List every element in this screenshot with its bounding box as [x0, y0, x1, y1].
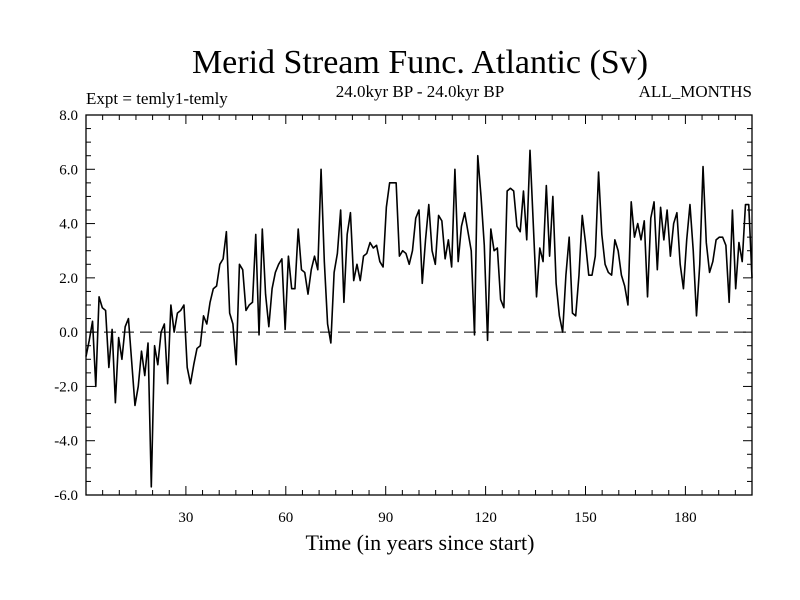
y-tick-label: -6.0 — [54, 488, 78, 504]
y-tick-label: 6.0 — [59, 162, 78, 178]
x-axis-label: Time (in years since start) — [306, 530, 535, 555]
y-tick-label: 4.0 — [59, 217, 78, 233]
chart-title: Merid Stream Func. Atlantic (Sv) — [192, 44, 648, 81]
y-tick-label: 2.0 — [59, 271, 78, 287]
data-series-line — [85, 149, 753, 488]
x-tick-label: 120 — [474, 510, 497, 526]
y-tick-label: -2.0 — [54, 379, 78, 395]
x-tick-label: 30 — [178, 510, 193, 526]
x-tick-label: 150 — [574, 510, 597, 526]
x-tick-label: 60 — [278, 510, 293, 526]
experiment-label: Expt = temly1-temly — [86, 89, 228, 108]
plot-frame — [85, 114, 753, 496]
period-label: 24.0kyr BP - 24.0kyr BP — [336, 82, 504, 101]
y-tick-label: 8.0 — [59, 108, 78, 124]
x-tick-label: 180 — [674, 510, 697, 526]
x-tick-label: 90 — [378, 510, 393, 526]
y-tick-label: -4.0 — [54, 434, 78, 450]
y-tick-label: 0.0 — [59, 325, 78, 341]
months-label: ALL_MONTHS — [639, 82, 752, 101]
